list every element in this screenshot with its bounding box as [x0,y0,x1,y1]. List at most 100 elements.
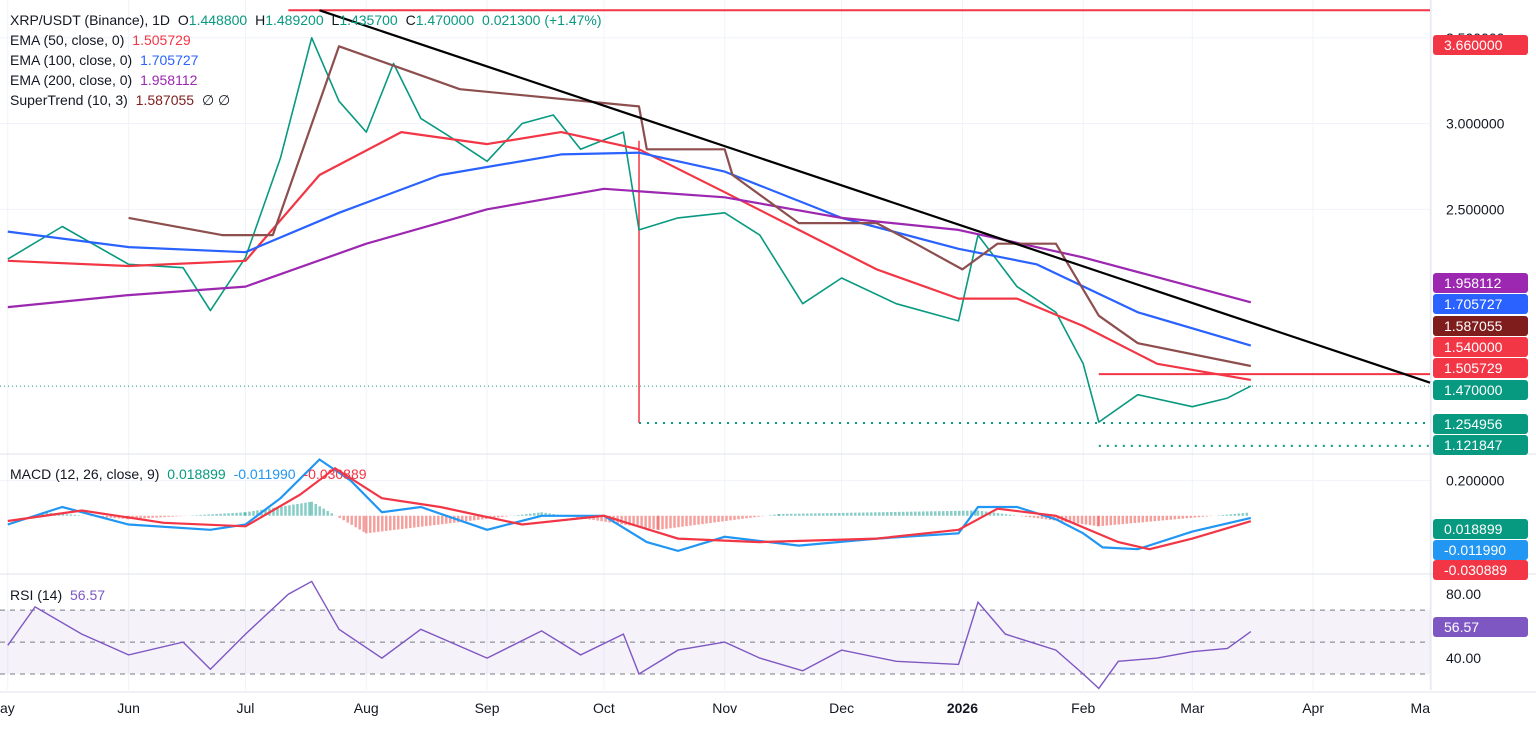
price-tag-5-bg [1433,358,1528,378]
rsi-line [7,580,1252,690]
x-axis-tick-label: Aug [354,700,379,716]
supertrend-empty-icons: ∅ ∅ [201,92,231,108]
price-tag-6-text: 1.470000 [1444,382,1503,398]
macd-tag-2: -0.030889 [1433,560,1528,580]
open-label: O [177,12,189,28]
supertrend-value: 1.587055 [135,92,195,108]
price-tag-3-bg [1433,316,1528,336]
price-tag-2-bg [1433,294,1528,314]
price-tag-5-text: 1.505729 [1444,360,1503,376]
ema100-label: EMA (100, close, 0) [10,52,133,68]
macd-line-value: -0.011990 [233,466,296,482]
macd-signal-line [7,466,1252,551]
price-tag-3-text: 1.587055 [1444,318,1503,334]
price-tag-4-bg [1433,337,1528,357]
close-price-line [7,37,1252,423]
ema100-value: 1.705727 [140,52,199,68]
price-tag-6: 1.470000 [1433,380,1528,400]
high-value: 1.489200 [265,12,324,28]
price-axis-tick-label: 3.000000 [1446,116,1505,132]
price-tag-3: 1.587055 [1433,316,1528,336]
close-value: 1.470000 [415,12,475,28]
macd-tag-1-text: -0.011990 [1444,542,1506,558]
price-tag-4: 1.540000 [1433,337,1528,357]
x-axis-tick-label: Jun [117,700,140,716]
ema100-line [7,151,1252,347]
x-axis-tick-label: 2026 [947,700,978,716]
macd-tag-0: 0.018899 [1433,519,1528,539]
macd-tag-0-bg [1433,519,1528,539]
rsi-tag-text: 56.57 [1444,619,1479,635]
macd-hist-value: 0.018899 [167,466,226,482]
price-tag-2-text: 1.705727 [1444,296,1503,312]
rsi-tag-bg [1433,617,1528,637]
ema200-legend-row[interactable]: EMA (200, close, 0) 1.958112 [10,70,606,90]
x-axis-tick-label: Nov [712,700,737,716]
rsi-value: 56.57 [70,587,106,603]
price-tag-6-bg [1433,380,1528,400]
price-tag-1: 1.958112 [1433,273,1528,293]
price-tag-7: 1.254956 [1433,414,1528,434]
x-axis-tick-label: Oct [593,700,615,716]
price-tag-0-bg [1433,35,1528,55]
supertrend-legend-row[interactable]: SuperTrend (10, 3) 1.587055 ∅ ∅ [10,90,606,110]
high-label: H [255,12,266,28]
supertrend-line [128,45,1252,368]
price-panel[interactable] [0,9,1431,447]
ema100-legend-row[interactable]: EMA (100, close, 0) 1.705727 [10,50,606,70]
descending-trendline [319,9,1431,384]
x-axis-tick-label: Dec [829,700,854,716]
macd-line [7,458,1252,553]
x-axis-tick-label: Ma [1411,700,1431,716]
price-tag-0: 3.660000 [1433,35,1528,55]
x-axis-tick-label: Jul [237,700,255,716]
price-tag-8-text: 1.121847 [1444,437,1503,453]
macd-panel[interactable] [7,458,1252,553]
low-value: 1.435700 [339,12,398,28]
rsi-label: RSI (14) [10,587,63,603]
price-tag-2: 1.705727 [1433,294,1528,314]
ema200-value: 1.958112 [140,72,198,88]
price-tag-1-text: 1.958112 [1444,275,1502,291]
price-tag-8-bg [1433,435,1528,455]
symbol-label: XRP/USDT (Binance), 1D [10,12,171,28]
price-axis-tick-label: 2.500000 [1446,201,1505,217]
price-tag-7-text: 1.254956 [1444,416,1503,432]
ohlc-legend-row: XRP/USDT (Binance), 1D O1.448800 H1.4892… [10,10,606,30]
price-legend: XRP/USDT (Binance), 1D O1.448800 H1.4892… [10,10,606,110]
macd-legend[interactable]: MACD (12, 26, close, 9) 0.018899 -0.0119… [10,464,371,484]
supertrend-label: SuperTrend (10, 3) [10,92,128,108]
ema200-line [7,187,1252,309]
price-tag-1-bg [1433,273,1528,293]
price-tag-5: 1.505729 [1433,358,1528,378]
macd-signal-value: -0.030889 [303,466,367,482]
grid-layer [0,0,1431,690]
price-tags-layer: 3.660000 1.958112 1.705727 1.587055 1.540000… [1433,35,1528,637]
ema50-label: EMA (50, close, 0) [10,32,125,48]
change-value: 0.021300 (+1.47%) [482,12,602,28]
ema50-line [7,131,1251,381]
low-label: L [331,12,340,28]
macd-tag-0-text: 0.018899 [1444,521,1503,537]
price-tag-4-text: 1.540000 [1444,339,1503,355]
rsi-panel[interactable] [0,580,1430,690]
price-tag-0-text: 3.660000 [1444,37,1503,53]
price-tag-8: 1.121847 [1433,435,1528,455]
ema50-value: 1.505729 [132,32,191,48]
rsi-tag: 56.57 [1433,617,1528,637]
rsi-axis-tick-label: 80.00 [1446,586,1481,602]
macd-tag-1: -0.011990 [1433,540,1528,560]
open-value: 1.448800 [188,12,248,28]
macd-label: MACD (12, 26, close, 9) [10,466,160,482]
x-axis-tick-label: ay [0,700,15,716]
macd-tag-2-bg [1433,560,1528,580]
ema200-label: EMA (200, close, 0) [10,72,133,88]
rsi-legend[interactable]: RSI (14) 56.57 [10,585,109,605]
x-axis-tick-label: Feb [1071,700,1095,716]
panel-separators [0,0,1536,693]
ema50-legend-row[interactable]: EMA (50, close, 0) 1.505729 [10,30,606,50]
x-axis-tick-label: Sep [475,700,500,716]
close-label: C [405,12,416,28]
